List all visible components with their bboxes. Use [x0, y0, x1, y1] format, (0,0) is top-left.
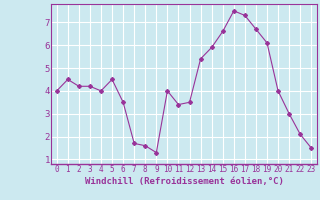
X-axis label: Windchill (Refroidissement éolien,°C): Windchill (Refroidissement éolien,°C) [84, 177, 284, 186]
